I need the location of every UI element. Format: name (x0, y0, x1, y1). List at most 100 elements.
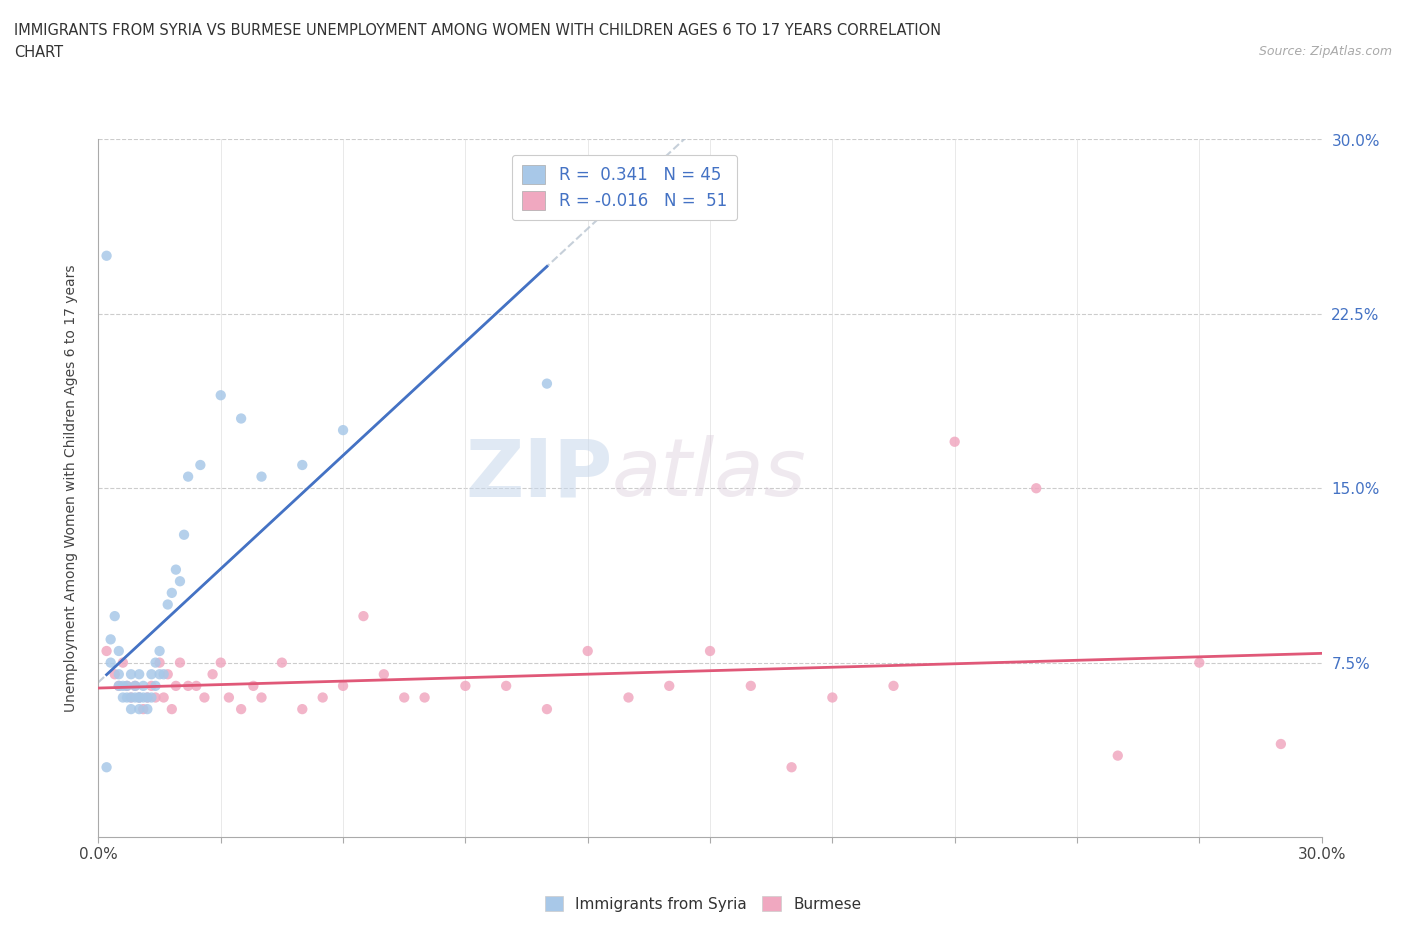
Point (141, 667, 163, 682)
Point (1270, 737, 1292, 751)
Point (209, 388, 232, 403)
Point (160, 586, 183, 601)
Point (536, 376, 558, 391)
Point (169, 656, 191, 671)
Point (943, 434, 966, 449)
Point (108, 679, 131, 694)
Point (201, 667, 224, 682)
Point (1107, 748, 1129, 763)
Point (536, 701, 558, 716)
Point (111, 656, 134, 671)
Point (100, 632, 122, 647)
Point (145, 656, 167, 671)
Point (218, 690, 240, 705)
Point (120, 690, 142, 705)
Point (270, 656, 294, 671)
Point (149, 656, 172, 671)
Point (177, 469, 200, 484)
Point (780, 760, 803, 775)
Point (883, 679, 905, 694)
Point (186, 679, 208, 694)
Point (1025, 481, 1047, 496)
Point (576, 644, 599, 658)
Text: IMMIGRANTS FROM SYRIA VS BURMESE UNEMPLOYMENT AMONG WOMEN WITH CHILDREN AGES 6 T: IMMIGRANTS FROM SYRIA VS BURMESE UNEMPLO… (14, 23, 941, 38)
Point (173, 527, 195, 542)
Point (136, 690, 159, 705)
Point (332, 422, 354, 438)
Point (332, 679, 354, 694)
Point (128, 690, 150, 705)
Point (124, 690, 146, 705)
Point (96, 760, 118, 775)
Point (108, 679, 131, 694)
Point (104, 667, 127, 682)
Point (617, 690, 640, 705)
Point (1188, 656, 1211, 671)
Text: Source: ZipAtlas.com: Source: ZipAtlas.com (1258, 45, 1392, 58)
Point (740, 679, 762, 694)
Point (96, 248, 118, 263)
Point (169, 574, 191, 589)
Text: ZIP: ZIP (465, 435, 612, 513)
Point (145, 690, 167, 705)
Point (821, 690, 844, 705)
Legend: R =  0.341   N = 45, R = -0.016   N =  51: R = 0.341 N = 45, R = -0.016 N = 51 (512, 154, 737, 220)
Point (104, 609, 127, 624)
Point (156, 597, 179, 612)
Point (120, 690, 142, 705)
Point (124, 679, 146, 694)
Point (152, 667, 174, 682)
Point (111, 679, 134, 694)
Point (231, 411, 253, 426)
Point (149, 667, 172, 682)
Point (145, 679, 167, 694)
Point (120, 667, 142, 682)
Point (250, 469, 273, 484)
Point (115, 690, 138, 705)
Point (128, 667, 150, 682)
Point (108, 667, 131, 682)
Point (128, 701, 150, 716)
Point (115, 679, 138, 694)
Point (108, 644, 131, 658)
Point (111, 690, 134, 705)
Point (152, 690, 174, 705)
Legend: Immigrants from Syria, Burmese: Immigrants from Syria, Burmese (538, 889, 868, 918)
Point (115, 679, 138, 694)
Point (392, 690, 416, 705)
Point (177, 679, 200, 694)
Y-axis label: Unemployment Among Women with Children Ages 6 to 17 years: Unemployment Among Women with Children A… (63, 264, 77, 712)
Point (312, 690, 335, 705)
Point (242, 679, 264, 694)
Point (352, 609, 374, 624)
Point (124, 679, 146, 694)
Point (141, 679, 163, 694)
Point (128, 690, 150, 705)
Text: atlas: atlas (612, 435, 807, 513)
Point (128, 690, 150, 705)
Point (495, 679, 517, 694)
Point (188, 458, 212, 472)
Point (699, 644, 721, 658)
Point (193, 690, 215, 705)
Point (149, 644, 172, 658)
Point (132, 701, 155, 716)
Point (132, 679, 155, 694)
Point (658, 679, 681, 694)
Point (454, 679, 477, 694)
Point (165, 679, 187, 694)
Point (209, 656, 232, 671)
Point (100, 656, 122, 671)
Point (231, 701, 253, 716)
Point (291, 458, 314, 472)
Point (120, 701, 142, 716)
Point (156, 667, 179, 682)
Point (250, 690, 273, 705)
Point (132, 690, 155, 705)
Point (373, 667, 395, 682)
Point (165, 562, 187, 577)
Point (141, 690, 163, 705)
Point (96, 644, 118, 658)
Point (136, 690, 159, 705)
Point (136, 701, 159, 716)
